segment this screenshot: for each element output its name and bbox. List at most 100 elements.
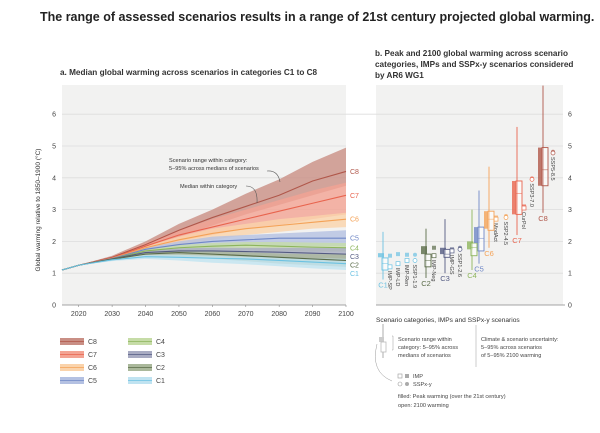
legend-imp-label: IMP — [413, 374, 423, 380]
end-marker-imp-gs — [449, 248, 455, 254]
y-tick-label: 0 — [52, 303, 56, 310]
peak-box-c6 — [484, 211, 490, 229]
median-line-c1 — [61, 256, 347, 271]
range-band-c5 — [62, 230, 346, 271]
series-end-label-c8: C8 — [350, 169, 359, 176]
range-band-c8 — [62, 147, 346, 271]
series-end-label-c4: C4 — [350, 245, 359, 252]
series-end-label-c5: C5 — [350, 236, 359, 243]
x-tick-label: 2070 — [238, 311, 254, 318]
end-marker-imp-ld — [395, 261, 401, 267]
legend-arrow — [375, 343, 393, 382]
end-box-c4 — [470, 242, 478, 257]
x-tick-label: 2030 — [104, 311, 120, 318]
annotation-median: Median within category — [180, 184, 237, 190]
scenario-label-imp-neg: IMP-Neg — [430, 260, 436, 282]
y-tick-label: 2 — [52, 239, 56, 246]
end-box-c1 — [381, 257, 389, 271]
peak-box-c2 — [421, 246, 427, 255]
x-tick-label: 2020 — [71, 311, 87, 318]
legend-label-c6: C6 — [88, 365, 97, 372]
panel-b-title: b. Peak and 2100 global warming across s… — [375, 49, 574, 80]
legend-label-c3: C3 — [156, 352, 165, 359]
legend-open-text: open: 2100 warming — [398, 403, 449, 409]
end-marker-curpol — [521, 205, 527, 211]
scenario-label-modact: ModAct — [492, 223, 498, 242]
end-box-c7 — [515, 180, 523, 215]
peak-box-c7 — [512, 180, 518, 215]
x-tick-label: 2080 — [271, 311, 287, 318]
scenario-label-ssp1-2.6: SSP1-2.6 — [456, 253, 462, 277]
panel-a-plot: 0 1 2 3 4 5 6 2020 2030 2040 2050 2060 2070 2080 2090 2… — [52, 85, 359, 318]
range-band-c6 — [62, 212, 346, 271]
series-end-label-c6: C6 — [350, 217, 359, 224]
end-box-c5 — [477, 226, 485, 252]
legend-label-c8: C8 — [88, 339, 97, 346]
y-tick-label-right: 3 — [568, 207, 572, 214]
panel-b-x-axis-label: Scenario categories, IMPs and SSPx-y sce… — [376, 317, 520, 324]
legend-imp-filled-marker — [405, 374, 409, 378]
annotation-median-arrow — [245, 185, 258, 204]
y-tick-label: 6 — [52, 112, 56, 119]
x-tick-label: 2060 — [205, 311, 221, 318]
legend-imp-open-marker — [397, 373, 403, 379]
panel-b-legend: Scenario range within category: 5–95% ac… — [375, 324, 559, 409]
category-label-c3: C3 — [440, 274, 450, 283]
series-end-label-c7: C7 — [350, 193, 359, 200]
category-label-c4: C4 — [467, 271, 477, 280]
y-tick-label-right: 0 — [568, 303, 572, 310]
peak-marker-imp-ren — [405, 252, 409, 257]
peak-box-c3 — [440, 247, 446, 255]
peak-box-c1 — [378, 253, 384, 258]
end-marker-imp-sp — [387, 264, 393, 270]
scenario-label-imp-sp: IMP-SP — [386, 271, 392, 290]
range-band-c7 — [62, 182, 346, 271]
x-tick-label: 2050 — [171, 311, 187, 318]
end-marker-ssp1-2.6 — [457, 247, 463, 252]
legend-range-text-2: category: 5–95% across — [398, 345, 458, 351]
end-marker-modact — [493, 216, 499, 222]
scenario-label-ssp2-4.5: SSP2-4.5 — [502, 222, 508, 246]
peak-marker-ssp1-1.9 — [413, 252, 417, 257]
panel-b-background — [376, 85, 563, 305]
y-tick-label-right: 2 — [568, 239, 572, 246]
category-label-c7: C7 — [512, 236, 522, 245]
end-marker-imp-ren — [404, 258, 410, 263]
legend-ssp-filled-marker — [405, 382, 409, 386]
x-tick-label: 2090 — [305, 311, 321, 318]
legend-label-c7: C7 — [88, 352, 97, 359]
series-end-label-c3: C3 — [350, 254, 359, 261]
peak-box-c5 — [474, 227, 480, 243]
end-marker-ssp3-7.0 — [529, 177, 535, 182]
x-tick-label: 2040 — [138, 311, 154, 318]
scenario-label-imp-ld: IMP-LD — [394, 268, 400, 287]
legend-uncertainty-text-3: of 5–95% 2100 warming — [481, 353, 541, 359]
legend-uncertainty-text-1: Climate & scenario uncertainty: — [481, 337, 559, 343]
y-tick-label-right: 4 — [568, 175, 572, 182]
category-label-c5: C5 — [474, 265, 484, 274]
legend-end-box — [380, 341, 387, 353]
category-label-c6: C6 — [484, 249, 494, 258]
legend-label-c5: C5 — [88, 378, 97, 385]
end-marker-ssp2-4.5 — [503, 215, 509, 220]
y-tick-label: 5 — [52, 144, 56, 151]
main-title: The range of assessed scenarios results … — [40, 10, 595, 24]
annotation-range-line2: 5–95% across medians of scenarios — [169, 166, 259, 172]
peak-box-c8 — [538, 147, 544, 186]
annotation-range-line1: Scenario range within category: — [169, 158, 248, 164]
end-marker-ssp1-1.9 — [412, 258, 418, 263]
scenario-label-imp-ren: IMP-Ren — [403, 264, 409, 286]
y-tick-label: 3 — [52, 207, 56, 214]
y-tick-label: 4 — [52, 175, 56, 182]
category-label-c1: C1 — [378, 281, 388, 290]
scenario-label-ssp3-7.0: SSP3-7.0 — [528, 183, 534, 207]
legend-ssp-open-marker — [397, 381, 403, 387]
legend-uncertainty-text-2: 5–95% across scenarios — [481, 345, 542, 351]
legend-range-bracket — [392, 335, 394, 351]
peak-marker-imp-neg — [432, 245, 436, 250]
end-box-c6 — [487, 210, 495, 231]
category-label-c8: C8 — [538, 214, 548, 223]
y-tick-label-right: 5 — [568, 144, 572, 151]
